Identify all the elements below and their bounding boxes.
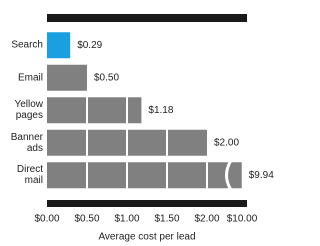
value-label: $1.18	[148, 105, 173, 116]
x-tick-label: $1.00	[114, 214, 139, 225]
x-tick-label: $1.50	[154, 214, 179, 225]
x-tick-label: $2.00	[194, 214, 219, 225]
category-label: Direct mail	[16, 164, 43, 187]
bar	[47, 64, 87, 91]
value-label: $2.00	[214, 137, 239, 148]
x-axis-label: Average cost per lead	[98, 232, 195, 243]
bar	[47, 162, 242, 189]
top-rule	[47, 14, 247, 22]
axis-break	[225, 160, 232, 190]
bar	[47, 97, 142, 124]
x-tick-label: $0.50	[74, 214, 99, 225]
value-label: $0.50	[94, 72, 119, 83]
category-label: Email	[17, 72, 43, 84]
value-label: $0.29	[77, 40, 102, 51]
x-tick-label: $0.00	[34, 214, 59, 225]
x-tick-label: $10.00	[227, 214, 258, 225]
chart-svg: Average cost per lead $0.00 $0.50 $1.00 $1.…	[34, 14, 274, 243]
axis-rule	[47, 200, 247, 207]
bar	[47, 32, 71, 59]
category-label: Search	[11, 39, 43, 51]
chart: Average cost per lead $0.00 $0.50 $1.00 $1.…	[10, 14, 274, 243]
value-label: $9.94	[249, 170, 274, 181]
category-label: Yellow pages	[14, 99, 43, 122]
category-label: Banner ads	[10, 131, 43, 154]
